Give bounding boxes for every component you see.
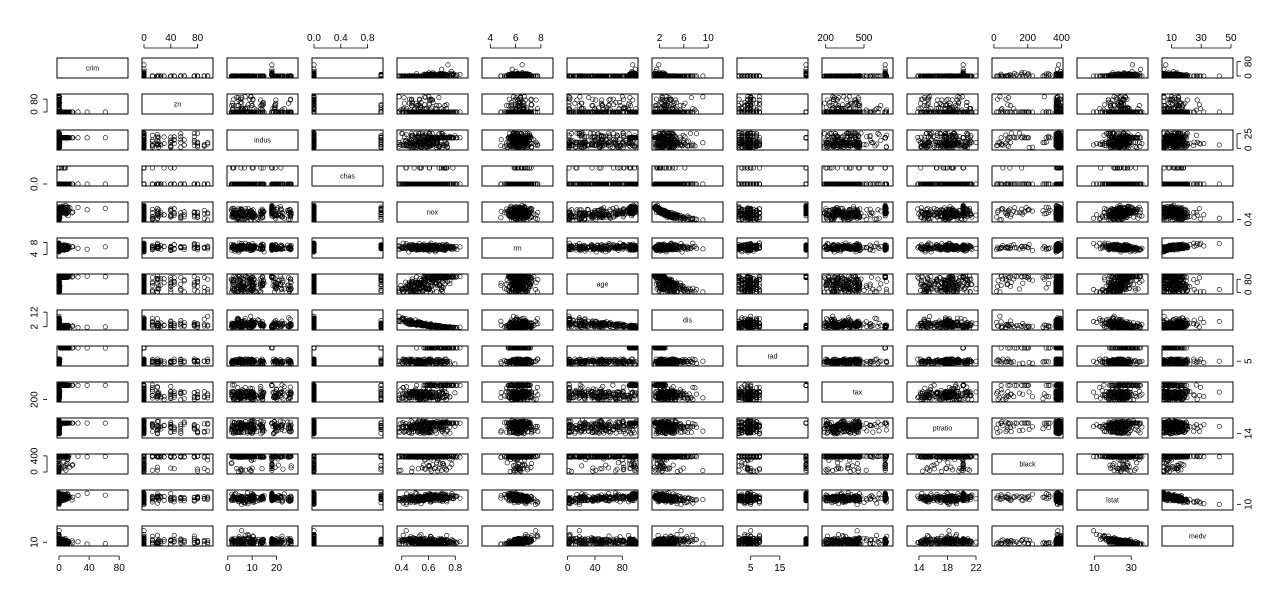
panel-crim-vs-chas [312,58,383,78]
panel-crim-vs-crim: crim [57,58,128,78]
panel-crim-vs-nox [397,58,468,78]
panel-crim-vs-rm [482,58,553,78]
data-point [458,72,462,76]
panel-crim-vs-zn [142,58,213,78]
data-point [446,63,450,67]
data-point [206,74,210,78]
data-point [270,63,274,67]
panel-frame [312,58,383,78]
panel-crim-vs-indus [227,58,298,78]
data-point [439,67,443,71]
variable-label-crim: crim [86,66,99,73]
